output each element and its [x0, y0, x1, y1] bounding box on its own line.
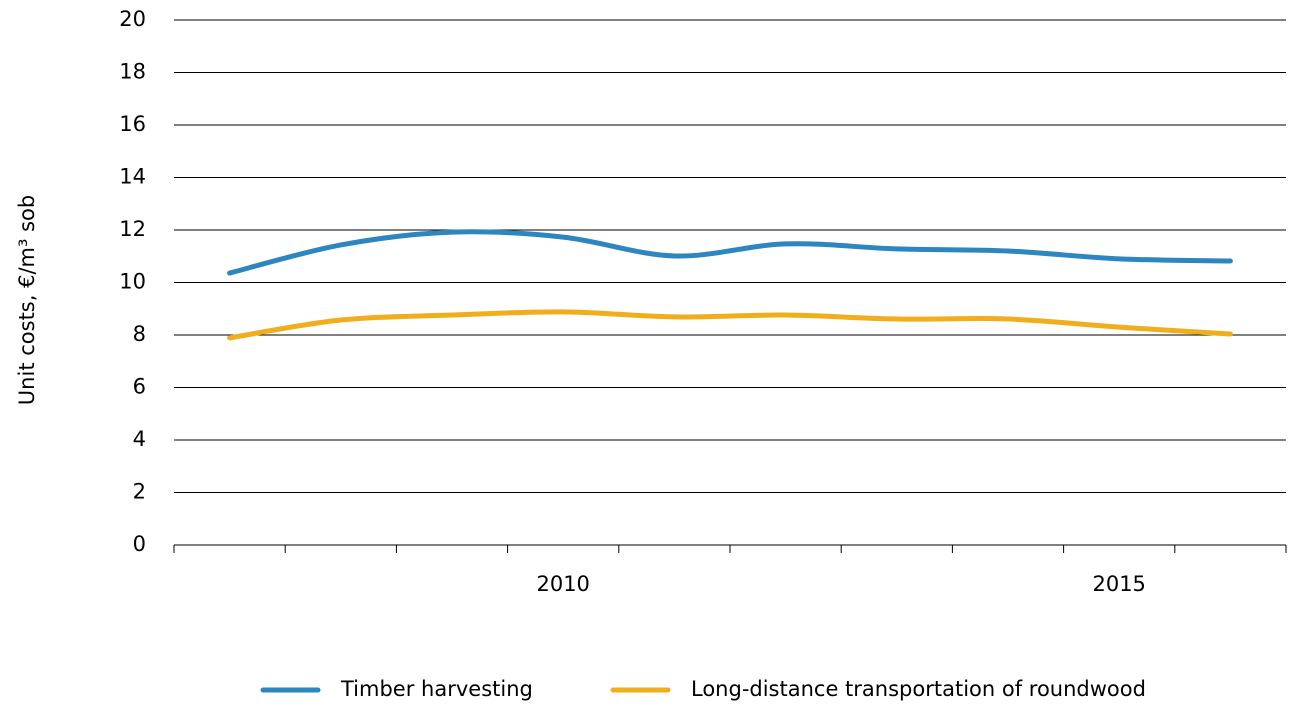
y-tick-label: 6 — [133, 375, 146, 399]
y-tick-label: 4 — [133, 427, 146, 451]
x-tick-label: 2015 — [1092, 572, 1145, 596]
y-tick-label: 14 — [119, 165, 146, 189]
y-tick-label: 16 — [119, 112, 146, 136]
y-tick-label: 2 — [133, 480, 146, 504]
y-tick-label: 12 — [119, 217, 146, 241]
x-tick-label: 2010 — [536, 572, 589, 596]
series-line — [227, 309, 1233, 341]
series-line — [227, 229, 1233, 276]
y-tick-label: 20 — [119, 7, 146, 31]
legend-label: Timber harvesting — [340, 677, 533, 701]
legend-label: Long-distance transportation of roundwoo… — [691, 677, 1146, 701]
y-tick-label: 8 — [133, 322, 146, 346]
y-tick-label: 10 — [119, 270, 146, 294]
y-tick-label: 18 — [119, 60, 146, 84]
y-axis-label: Unit costs, €/m³ sob — [15, 195, 39, 405]
y-tick-label: 0 — [133, 532, 146, 556]
